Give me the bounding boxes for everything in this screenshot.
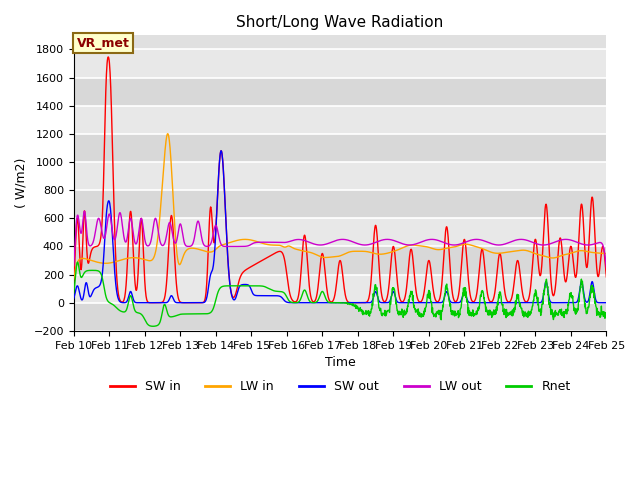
Bar [74, 190, 606, 218]
Legend: SW in, LW in, SW out, LW out, Rnet: SW in, LW in, SW out, LW out, Rnet [104, 375, 575, 398]
Title: Short/Long Wave Radiation: Short/Long Wave Radiation [236, 15, 444, 30]
Bar [74, 49, 606, 78]
Bar [74, 134, 606, 162]
Bar [74, 218, 606, 246]
Bar [74, 246, 606, 275]
Text: VR_met: VR_met [77, 36, 129, 49]
Bar [74, 303, 606, 331]
Bar [74, 78, 606, 106]
Y-axis label: ( W/m2): ( W/m2) [15, 158, 28, 208]
X-axis label: Time: Time [324, 356, 355, 369]
Bar [74, 162, 606, 190]
Bar [74, 106, 606, 134]
Bar [74, 275, 606, 303]
